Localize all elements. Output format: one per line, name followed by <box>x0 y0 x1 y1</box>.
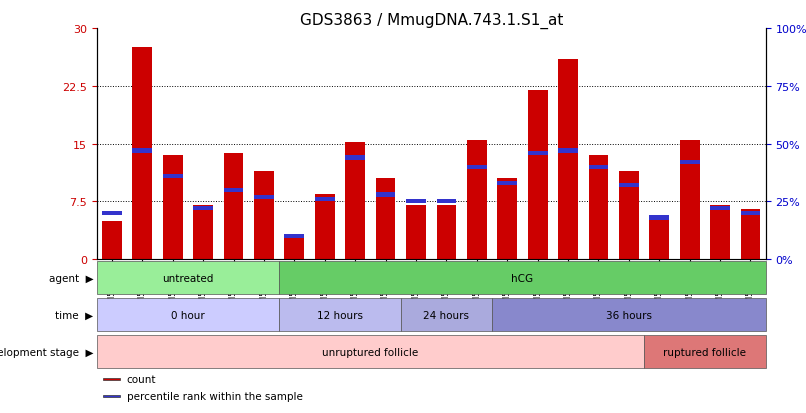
Bar <box>193 206 213 211</box>
Bar <box>406 206 426 259</box>
Bar <box>437 206 456 259</box>
Bar <box>467 140 487 259</box>
Bar <box>254 171 274 259</box>
Bar <box>559 149 578 153</box>
Text: hCG: hCG <box>511 273 534 283</box>
Bar <box>588 156 609 259</box>
Bar <box>376 179 396 259</box>
Bar <box>193 206 213 259</box>
Bar <box>97 261 279 294</box>
Bar <box>103 395 120 397</box>
Bar <box>376 193 396 197</box>
Bar <box>406 200 426 204</box>
Bar <box>132 149 152 153</box>
Bar <box>492 298 766 331</box>
Text: 0 hour: 0 hour <box>171 310 205 320</box>
Text: count: count <box>127 374 156 384</box>
Bar <box>132 48 152 259</box>
Bar <box>619 171 638 259</box>
Bar <box>103 378 120 380</box>
Bar <box>650 216 669 220</box>
Text: agent  ▶: agent ▶ <box>48 273 93 283</box>
Text: untreated: untreated <box>162 273 214 283</box>
Bar <box>741 211 760 216</box>
Bar <box>437 200 456 204</box>
Bar <box>224 188 243 192</box>
Bar <box>401 298 492 331</box>
Bar <box>102 221 122 259</box>
Bar <box>528 90 547 259</box>
Text: 12 hours: 12 hours <box>317 310 363 320</box>
Bar <box>224 153 243 259</box>
Bar <box>163 156 183 259</box>
Bar <box>279 261 766 294</box>
Bar <box>97 298 279 331</box>
Bar <box>315 194 334 259</box>
Text: time  ▶: time ▶ <box>56 310 93 320</box>
Bar <box>710 206 730 259</box>
Bar <box>741 209 760 259</box>
Bar <box>285 236 304 259</box>
Text: percentile rank within the sample: percentile rank within the sample <box>127 391 303 401</box>
Bar <box>467 165 487 169</box>
Text: 36 hours: 36 hours <box>606 310 652 320</box>
Bar <box>163 174 183 178</box>
Bar <box>679 140 700 259</box>
Bar <box>102 211 122 216</box>
Bar <box>679 161 700 165</box>
Bar <box>650 217 669 259</box>
Bar <box>345 156 365 160</box>
Bar <box>254 195 274 199</box>
Bar <box>97 335 644 368</box>
Bar <box>279 298 401 331</box>
Title: GDS3863 / MmugDNA.743.1.S1_at: GDS3863 / MmugDNA.743.1.S1_at <box>300 13 563 29</box>
Bar <box>285 234 304 239</box>
Bar <box>644 335 766 368</box>
Bar <box>315 197 334 202</box>
Text: ruptured follicle: ruptured follicle <box>663 347 746 357</box>
Bar <box>345 142 365 259</box>
Bar <box>497 179 517 259</box>
Bar <box>528 151 547 156</box>
Text: 24 hours: 24 hours <box>423 310 469 320</box>
Bar <box>497 181 517 185</box>
Bar <box>710 206 730 211</box>
Bar <box>619 184 638 188</box>
Bar <box>588 165 609 169</box>
Text: unruptured follicle: unruptured follicle <box>322 347 418 357</box>
Text: development stage  ▶: development stage ▶ <box>0 347 93 357</box>
Bar <box>559 59 578 259</box>
